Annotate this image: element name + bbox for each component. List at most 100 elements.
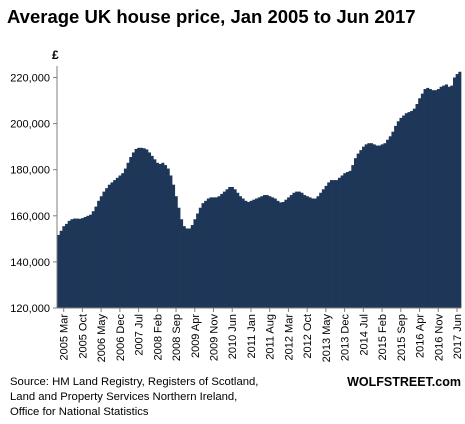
bar — [380, 144, 384, 308]
bar — [313, 198, 317, 308]
bar — [99, 196, 103, 308]
bar — [364, 144, 368, 308]
bar — [324, 185, 328, 308]
bar — [190, 225, 194, 308]
x-tick-label: 2012 Oct — [302, 314, 314, 359]
bar — [284, 199, 288, 308]
source-line: Office for National Statistics — [10, 406, 149, 418]
bar — [89, 214, 93, 308]
bar — [303, 195, 307, 308]
bar — [204, 200, 208, 308]
bar — [321, 189, 325, 308]
bar — [391, 131, 395, 308]
bar — [265, 195, 269, 308]
bar — [129, 157, 133, 308]
bar — [337, 177, 341, 308]
bar — [332, 180, 336, 308]
bar — [201, 203, 205, 308]
bar — [238, 196, 242, 308]
bar — [327, 182, 331, 308]
bar — [182, 226, 186, 308]
bar — [370, 143, 374, 308]
bar — [348, 170, 352, 308]
bar — [434, 90, 438, 308]
bar — [450, 85, 454, 308]
bar — [59, 230, 63, 308]
bar — [196, 213, 200, 308]
bar — [126, 162, 130, 308]
bar — [335, 180, 339, 308]
bar — [107, 184, 111, 308]
bar — [455, 74, 459, 308]
bar — [431, 90, 435, 308]
x-tick-label: 2016 Apr — [415, 314, 427, 358]
bar — [131, 152, 135, 308]
bar — [439, 86, 443, 309]
bar — [222, 191, 226, 308]
bar — [225, 189, 229, 308]
x-tick-label: 2008 Sep — [171, 314, 183, 361]
y-tick-label: 160,000 — [10, 211, 50, 223]
bar — [404, 113, 408, 308]
bar — [185, 228, 189, 308]
x-axis-ticks: 2005 Mar 2005 Oct 2006 May 2006 Dec 2007 Jul… — [59, 308, 464, 362]
bar — [394, 125, 398, 308]
bar — [118, 175, 122, 308]
bar — [193, 219, 197, 308]
x-tick-label: 2007 Jul — [134, 314, 146, 356]
y-tick-label: 180,000 — [10, 165, 50, 177]
bar — [388, 136, 392, 308]
bar — [279, 202, 283, 308]
bar — [228, 187, 232, 308]
bar — [276, 200, 280, 308]
bar — [407, 112, 411, 308]
bar — [268, 196, 272, 308]
x-tick-label: 2016 Nov — [433, 314, 445, 362]
bar — [70, 219, 74, 308]
bar — [263, 195, 267, 308]
bar — [410, 110, 414, 308]
bar — [236, 192, 240, 308]
bar — [246, 201, 250, 308]
x-tick-label: 2008 Feb — [152, 314, 164, 360]
bar — [362, 146, 366, 308]
bar — [81, 218, 85, 308]
bar — [308, 197, 312, 308]
bar — [249, 200, 253, 308]
x-tick-label: 2012 Mar — [283, 314, 295, 361]
source-note: Source: HM Land Registry, Registers of S… — [10, 375, 310, 420]
x-tick-label: 2015 Feb — [377, 314, 389, 360]
bar — [305, 196, 309, 308]
bar — [102, 191, 106, 308]
bar — [244, 200, 248, 308]
bar — [139, 147, 143, 308]
y-tick-label: 120,000 — [10, 303, 50, 315]
x-tick-label: 2009 Apr — [190, 314, 202, 358]
bar — [115, 177, 119, 308]
bar — [83, 216, 87, 308]
bar — [113, 180, 117, 308]
bar — [292, 192, 296, 308]
bar — [155, 162, 160, 308]
bar — [166, 168, 170, 308]
bar — [241, 198, 245, 308]
bar — [375, 145, 379, 308]
bar — [110, 182, 114, 308]
bar — [289, 195, 293, 308]
bar — [158, 163, 162, 308]
bar — [351, 165, 355, 308]
x-tick-label: 2014 Jul — [358, 314, 370, 356]
bar — [367, 143, 371, 308]
x-tick-label: 2011 Jan — [246, 314, 258, 358]
bar — [91, 211, 95, 308]
x-tick-label: 2015 Sep — [396, 314, 408, 361]
bar — [137, 147, 141, 308]
y-tick-label: 220,000 — [10, 73, 50, 85]
bar — [458, 71, 462, 308]
bar — [418, 98, 422, 309]
bar — [295, 191, 299, 308]
bar — [252, 199, 256, 308]
bar — [142, 148, 146, 308]
bar — [356, 153, 360, 308]
y-tick-label: 200,000 — [10, 119, 50, 131]
